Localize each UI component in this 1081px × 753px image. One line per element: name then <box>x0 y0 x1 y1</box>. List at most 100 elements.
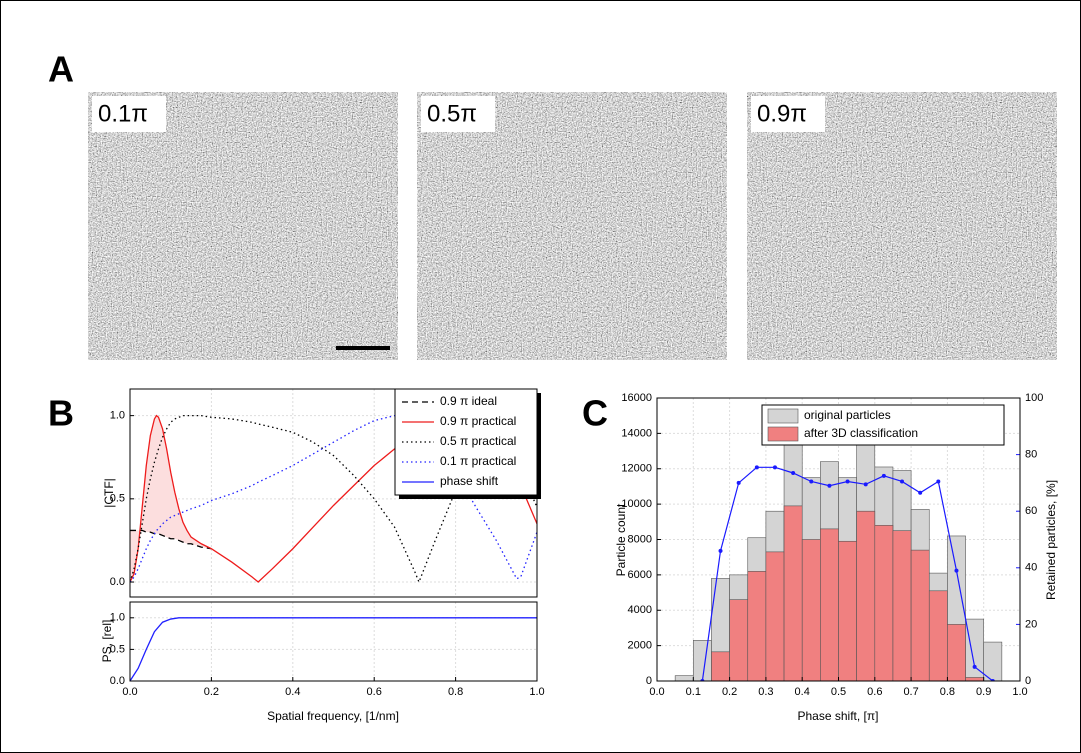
y2-tick-label: 60 <box>1025 505 1037 517</box>
x-tick-label: 0.2 <box>204 686 219 698</box>
hist-bar <box>838 540 857 681</box>
legend-label: 0.9 π ideal <box>440 394 497 408</box>
panel-label: C <box>582 393 608 434</box>
marker <box>881 473 886 478</box>
marker <box>827 483 832 488</box>
label-box <box>92 96 166 132</box>
axis-label: |CTF| <box>102 478 116 508</box>
y-tick-label: 4000 <box>628 604 652 616</box>
hist-bar <box>674 675 694 681</box>
y-tick-label: 0 <box>646 675 652 687</box>
hist-bar <box>711 651 730 681</box>
x-tick-label: 0.4 <box>285 686 300 698</box>
panel-label: B <box>48 393 74 434</box>
y2-tick-label: 0 <box>1025 675 1031 687</box>
x-tick-label: 0.7 <box>903 686 918 698</box>
micrograph <box>88 92 398 360</box>
marker <box>845 479 850 484</box>
shade-area <box>130 415 212 583</box>
legend-swatch <box>767 426 799 442</box>
hist-bar <box>747 571 767 681</box>
marker <box>954 568 959 573</box>
marker <box>863 482 868 487</box>
hist-bar <box>783 505 803 681</box>
x-tick-label: 1.0 <box>529 686 544 698</box>
panel-label: A <box>48 49 74 90</box>
x-tick-label: 0.1 <box>686 686 701 698</box>
marker <box>809 479 814 484</box>
legend-label: after 3D classification <box>804 426 918 440</box>
legend-swatch <box>767 408 799 424</box>
hist-bar <box>874 525 894 681</box>
micrograph <box>417 92 727 360</box>
series-line <box>130 617 537 681</box>
plot-frame <box>129 601 538 682</box>
hist-bar <box>928 590 948 681</box>
label-box <box>421 96 495 132</box>
axis-label: Retained particles, [%] <box>1044 480 1058 600</box>
x-tick-label: 0.9 <box>976 686 991 698</box>
y2-tick-label: 100 <box>1025 392 1043 404</box>
micrograph <box>747 92 1057 360</box>
x-tick-label: 0.6 <box>867 686 882 698</box>
marker <box>772 465 777 470</box>
micrograph-label: 0.5π <box>427 100 477 127</box>
plot-frame <box>656 397 1021 682</box>
hist-bar <box>729 599 749 681</box>
y2-tick-label: 80 <box>1025 449 1037 461</box>
marker <box>936 479 941 484</box>
y2-tick-label: 20 <box>1025 618 1037 630</box>
axis-label: Spatial frequency, [1/nm] <box>267 709 399 723</box>
marker <box>791 470 796 475</box>
legend <box>761 404 1005 446</box>
y-tick-label: 10000 <box>621 498 652 510</box>
legend-label: 0.1 π practical <box>440 454 516 468</box>
x-tick-label: 0.8 <box>940 686 955 698</box>
micrograph-label: 0.1π <box>98 100 148 127</box>
hist-bar <box>947 624 966 681</box>
axis-label: Particle count <box>614 503 628 576</box>
y-tick-label: 1.0 <box>110 410 125 422</box>
marker <box>918 490 923 495</box>
plot <box>130 602 537 681</box>
legend-label: 0.9 π practical <box>440 414 516 428</box>
series-line <box>130 529 212 550</box>
legend <box>394 388 538 496</box>
y-tick-label: 1.0 <box>110 612 125 624</box>
y-tick-label: 14000 <box>621 427 652 439</box>
y-tick-label: 6000 <box>628 569 652 581</box>
y2-tick-label: 40 <box>1025 562 1037 574</box>
label-box <box>751 96 825 132</box>
marker <box>736 480 741 485</box>
legend-label: original particles <box>804 408 891 422</box>
legend-label: 0.5 π practical <box>440 434 516 448</box>
axis-label: Phase shift, [π] <box>798 709 879 723</box>
x-tick-label: 0.2 <box>722 686 737 698</box>
hist-bar <box>856 510 876 681</box>
y-tick-label: 0.0 <box>110 675 125 687</box>
y-tick-label: 2000 <box>628 640 652 652</box>
x-tick-label: 0.8 <box>448 686 463 698</box>
legend-label: phase shift <box>440 474 499 488</box>
y-tick-label: 8000 <box>628 533 652 545</box>
y-tick-label: 16000 <box>621 392 652 404</box>
x-tick-label: 0.4 <box>795 686 810 698</box>
axis-label: PS, [rel] <box>100 620 114 663</box>
micrograph-label: 0.9π <box>757 100 807 127</box>
marker <box>718 548 723 553</box>
micrographs: 0.1π 0.5π 0.9π <box>88 92 1057 360</box>
y-tick-label: 0.5 <box>110 643 125 655</box>
x-tick-label: 0.0 <box>122 686 137 698</box>
hist-bar <box>765 551 785 681</box>
hist-bar <box>983 641 1003 681</box>
y-tick-label: 0.5 <box>110 493 125 505</box>
y-tick-label: 0.0 <box>110 576 125 588</box>
y-tick-label: 12000 <box>621 463 652 475</box>
marker <box>900 479 905 484</box>
x-tick-label: 0.5 <box>831 686 846 698</box>
marker <box>754 465 759 470</box>
marker <box>972 664 977 669</box>
hist-bar <box>692 640 712 681</box>
hist-bar <box>820 528 839 681</box>
